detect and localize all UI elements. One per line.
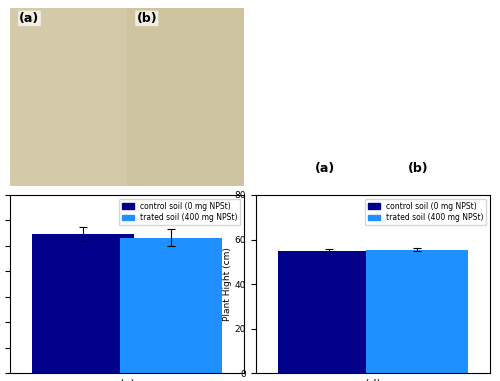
Text: (a): (a): [20, 12, 40, 25]
Legend: control soil (0 mg NPSt), trated soil (400 mg NPSt): control soil (0 mg NPSt), trated soil (4…: [365, 199, 486, 225]
Bar: [120, 238, 222, 373]
Bar: [366, 250, 468, 373]
Bar: [10, 8, 127, 186]
Bar: [32, 234, 134, 373]
X-axis label: (d): (d): [365, 379, 381, 381]
Bar: [278, 251, 380, 373]
Y-axis label: Plant Hight (cm): Plant Hight (cm): [223, 247, 232, 321]
X-axis label: (c): (c): [120, 379, 134, 381]
Legend: control soil (0 mg NPSt), trated soil (400 mg NPSt): control soil (0 mg NPSt), trated soil (4…: [119, 199, 240, 225]
Text: (b): (b): [408, 162, 428, 175]
Text: (b): (b): [136, 12, 157, 25]
Text: (a): (a): [314, 162, 334, 175]
Bar: [127, 8, 244, 186]
